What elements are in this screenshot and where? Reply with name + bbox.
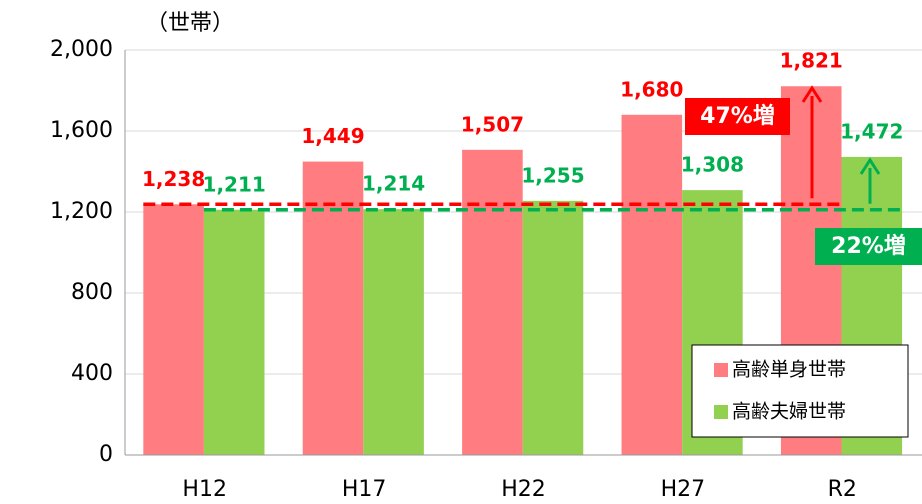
bar xyxy=(621,114,683,456)
bar xyxy=(462,149,523,455)
value-label: 1,507 xyxy=(461,112,524,136)
x-tick-label: H27 xyxy=(661,477,706,502)
annotation-box xyxy=(685,98,790,135)
y-tick-label: 400 xyxy=(71,361,113,386)
value-label: 1,255 xyxy=(521,163,584,187)
y-axis-label: （世帯） xyxy=(146,11,234,36)
legend-box xyxy=(691,344,909,438)
arrow-head xyxy=(801,85,823,103)
arrow-head xyxy=(859,157,881,175)
x-tick-label: R2 xyxy=(828,477,857,502)
legend-label: 高齢夫婦世帯 xyxy=(732,401,846,423)
annotation: 22%増 xyxy=(831,233,906,259)
value-label: 1,472 xyxy=(840,119,903,143)
bar xyxy=(143,204,204,455)
value-label: 1,821 xyxy=(780,49,843,73)
annotation-box xyxy=(815,228,922,265)
y-tick-label: 1,200 xyxy=(50,199,113,224)
y-tick-label: 1,600 xyxy=(50,118,113,143)
legend-label: 高齢単身世帯 xyxy=(732,359,846,381)
bar xyxy=(522,200,584,455)
value-label: 1,211 xyxy=(203,172,266,196)
value-label: 1,238 xyxy=(142,167,205,191)
value-label: 1,308 xyxy=(681,153,744,177)
legend-swatch xyxy=(714,405,728,419)
y-tick-label: 2,000 xyxy=(50,37,113,62)
bar xyxy=(203,209,265,455)
x-tick-label: H22 xyxy=(501,477,546,502)
value-label: 1,680 xyxy=(620,77,683,101)
x-tick-label: H17 xyxy=(342,477,387,502)
value-label: 1,214 xyxy=(362,172,425,196)
bar xyxy=(363,209,424,455)
x-tick-label: H12 xyxy=(182,477,227,502)
annotation: 47%増 xyxy=(700,103,775,129)
y-tick-label: 800 xyxy=(71,280,113,305)
legend-swatch xyxy=(714,363,728,377)
y-tick-label: 0 xyxy=(99,442,113,467)
value-label: 1,449 xyxy=(301,124,364,148)
